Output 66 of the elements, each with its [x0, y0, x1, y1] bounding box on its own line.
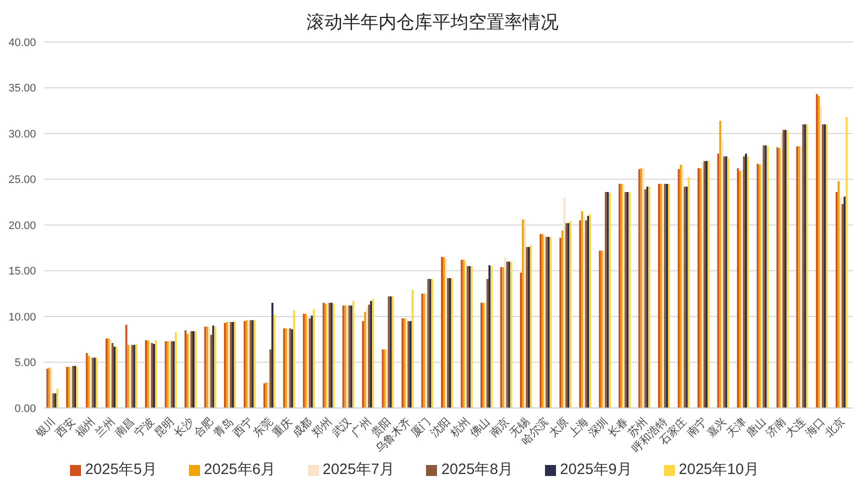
bar: [838, 181, 840, 408]
bar: [174, 332, 177, 408]
bar: [742, 156, 745, 408]
legend-label: 2025年5月: [85, 461, 157, 478]
bar: [269, 349, 272, 408]
legend-label: 2025年6月: [204, 461, 276, 478]
y-tick-label: 30.00: [8, 128, 36, 140]
bar: [844, 196, 846, 408]
y-tick-label: 25.00: [8, 174, 36, 186]
bar: [273, 314, 276, 408]
bar: [744, 154, 747, 408]
y-tick-label: 35.00: [8, 82, 36, 95]
bar: [746, 156, 749, 408]
bar: [362, 321, 364, 408]
bar: [155, 340, 158, 408]
bar: [846, 117, 848, 408]
bar: [583, 216, 586, 408]
bar: [112, 343, 114, 408]
y-tick-label: 20.00: [8, 220, 36, 232]
y-tick-label: 40.00: [8, 36, 36, 49]
y-tick-label: 5.00: [14, 357, 36, 370]
bar: [293, 310, 296, 408]
bar: [836, 192, 838, 408]
bar: [271, 302, 274, 408]
bar: [312, 309, 315, 408]
bar: [688, 177, 690, 408]
bar: [678, 169, 680, 408]
chart-title: 滚动半年内仓库平均空置率情况: [306, 11, 560, 34]
bar: [504, 257, 506, 408]
y-tick-label: 0.00: [14, 402, 36, 415]
bar: [842, 204, 844, 408]
bar: [644, 189, 646, 408]
legend-label: 2025年8月: [441, 461, 514, 478]
bar: [736, 168, 739, 408]
bar: [585, 220, 588, 408]
bar: [364, 312, 366, 408]
legend-label: 2025年9月: [560, 461, 632, 478]
bar: [210, 334, 212, 408]
bar: [520, 272, 522, 408]
y-tick-label: 15.00: [8, 266, 36, 278]
legend-label: 2025年7月: [322, 461, 394, 478]
bar: [86, 353, 88, 408]
bar: [186, 334, 188, 408]
bar: [563, 198, 566, 408]
bar: [412, 290, 414, 408]
bar: [581, 211, 584, 408]
bar: [561, 230, 564, 408]
bar: [721, 140, 724, 408]
bar: [780, 134, 782, 408]
bar: [719, 120, 722, 408]
legend-label: 2025年10月: [678, 461, 759, 478]
bar: [56, 388, 58, 408]
bar: [368, 304, 370, 408]
bar: [717, 154, 720, 408]
x-tick-label: 北京: [822, 415, 848, 440]
bar: [352, 300, 354, 408]
bar: [559, 238, 562, 408]
bar: [310, 316, 313, 408]
bar: [820, 106, 822, 408]
bar: [125, 324, 128, 408]
bar: [184, 330, 186, 408]
bar: [840, 198, 842, 408]
bar: [366, 307, 368, 408]
y-tick-label: 10.00: [8, 311, 36, 324]
bar: [486, 278, 488, 408]
bar: [579, 220, 582, 408]
